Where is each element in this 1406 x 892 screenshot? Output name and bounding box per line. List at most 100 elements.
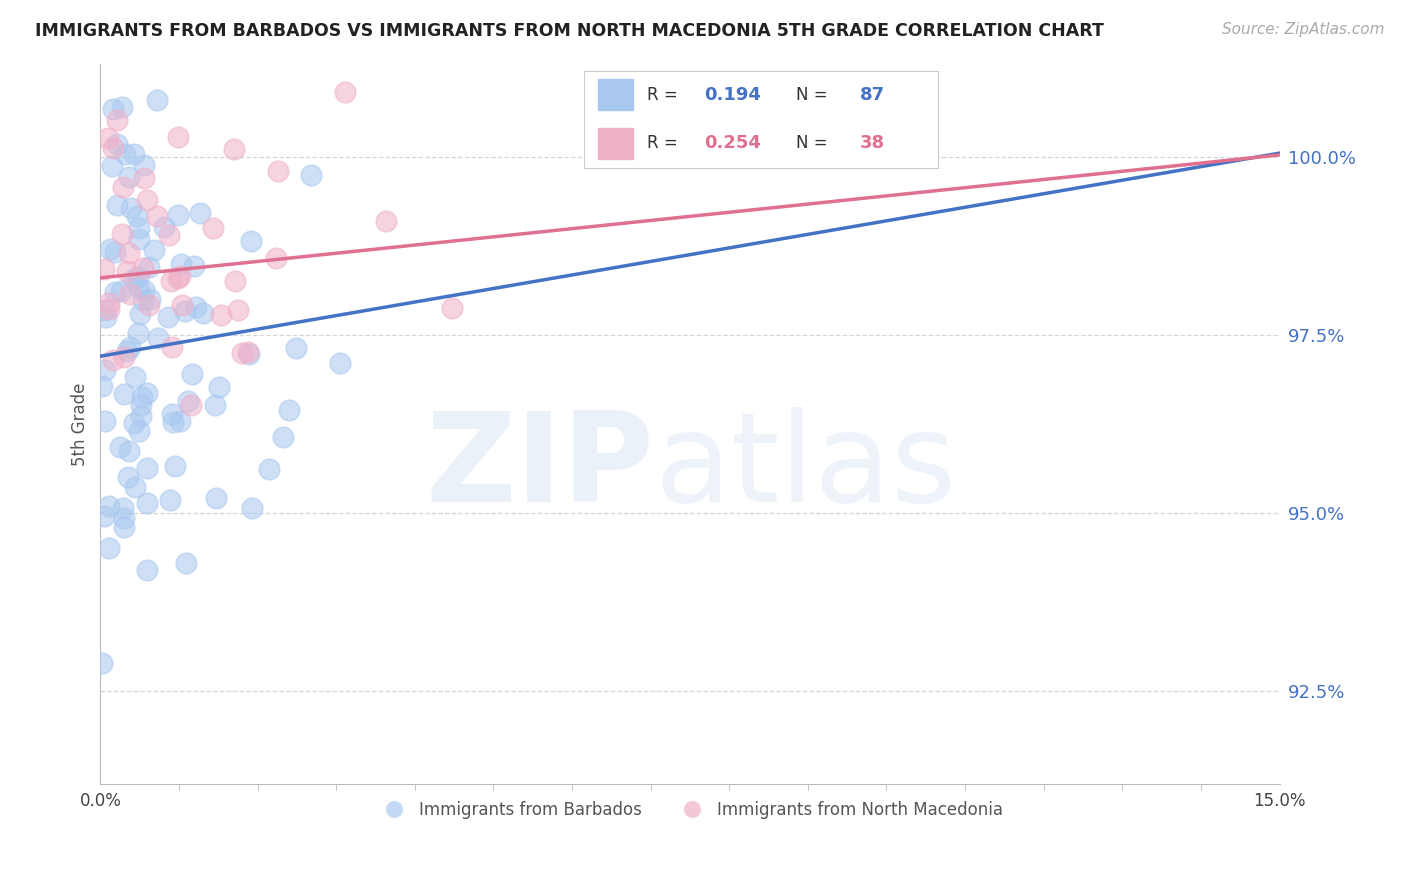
Point [104, 285, 127, 299]
Point [236, 345, 259, 359]
Point [129, 399, 152, 413]
Point [127, 280, 149, 294]
Point [98, 302, 121, 317]
Point [152, 219, 174, 234]
Point [104, 244, 127, 259]
Point [208, 379, 231, 393]
Point [176, 393, 198, 408]
Point [97, 131, 120, 145]
Point [120, 202, 142, 216]
Point [222, 142, 245, 156]
Point [277, 402, 299, 417]
Point [93, 509, 115, 524]
Point [190, 206, 212, 220]
Point [174, 556, 197, 570]
Point [146, 331, 169, 345]
Point [132, 158, 155, 172]
Point [138, 260, 160, 274]
Point [118, 287, 141, 301]
Point [181, 368, 204, 382]
Point [333, 85, 356, 99]
Point [122, 272, 145, 286]
Point [129, 307, 152, 321]
Point [160, 274, 183, 288]
Point [264, 251, 287, 265]
Point [128, 424, 150, 438]
Point [118, 170, 141, 185]
Text: ZIP: ZIP [426, 407, 655, 527]
Point [169, 268, 191, 283]
Point [170, 297, 193, 311]
Point [112, 386, 135, 401]
Point [267, 164, 290, 178]
Point [184, 300, 207, 314]
Point [240, 501, 263, 516]
Point [105, 198, 128, 212]
Point [105, 137, 128, 152]
Point [146, 209, 169, 223]
Point [329, 356, 352, 370]
Point [118, 245, 141, 260]
Point [98, 243, 121, 257]
Point [122, 416, 145, 430]
Point [157, 228, 180, 243]
Point [299, 168, 322, 182]
Point [96, 310, 118, 324]
Point [124, 370, 146, 384]
Point [183, 259, 205, 273]
Point [110, 284, 132, 298]
Point [93, 261, 115, 276]
Point [98, 541, 121, 556]
Point [204, 398, 226, 412]
Point [125, 210, 148, 224]
Point [100, 159, 122, 173]
Point [101, 352, 124, 367]
Point [167, 129, 190, 144]
Point [441, 301, 464, 315]
Point [128, 232, 150, 246]
Point [136, 385, 159, 400]
Point [146, 93, 169, 107]
Point [124, 480, 146, 494]
Point [118, 339, 141, 353]
Point [108, 441, 131, 455]
Point [114, 146, 136, 161]
Point [167, 209, 190, 223]
Point [139, 292, 162, 306]
Text: atlas: atlas [655, 407, 956, 527]
Point [101, 102, 124, 116]
Point [170, 258, 193, 272]
Point [240, 234, 263, 248]
Point [129, 409, 152, 423]
Point [91, 656, 114, 670]
Point [98, 499, 121, 513]
Point [271, 430, 294, 444]
Point [111, 180, 134, 194]
Point [228, 303, 250, 318]
Point [115, 264, 138, 278]
Point [165, 459, 187, 474]
Text: IMMIGRANTS FROM BARBADOS VS IMMIGRANTS FROM NORTH MACEDONIA 5TH GRADE CORRELATIO: IMMIGRANTS FROM BARBADOS VS IMMIGRANTS F… [35, 22, 1104, 40]
Point [94, 303, 117, 318]
Point [122, 147, 145, 161]
Point [169, 414, 191, 428]
Y-axis label: 5th Grade: 5th Grade [72, 382, 89, 466]
Point [257, 462, 280, 476]
Point [111, 227, 134, 241]
Point [167, 271, 190, 285]
Point [117, 470, 139, 484]
Point [224, 275, 246, 289]
Point [135, 193, 157, 207]
Point [136, 461, 159, 475]
Point [285, 341, 308, 355]
Point [111, 500, 134, 515]
Point [131, 391, 153, 405]
Point [209, 308, 232, 322]
Point [94, 363, 117, 377]
Point [205, 491, 228, 506]
Point [132, 284, 155, 298]
Point [97, 296, 120, 310]
Point [127, 326, 149, 340]
Point [127, 270, 149, 285]
Point [238, 346, 260, 360]
